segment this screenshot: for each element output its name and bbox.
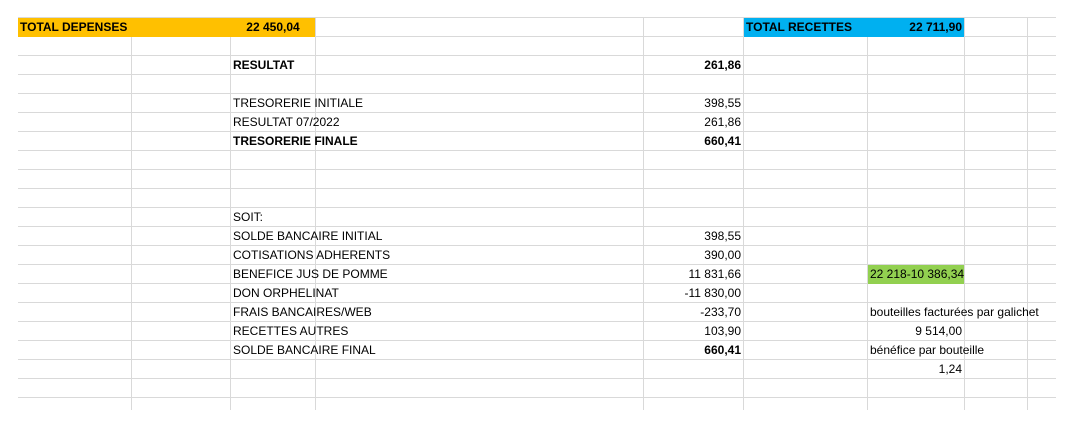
gridline [18, 226, 1056, 227]
resultat-label[interactable]: RESULTAT [233, 58, 295, 72]
gridline [743, 17, 744, 410]
gridline [18, 131, 1056, 132]
tresorerie-finale-value[interactable]: 660,41 [704, 134, 741, 148]
bouteilles-value[interactable]: 9 514,00 [915, 324, 962, 338]
benefice-jus-de-pomme-label[interactable]: BENEFICE JUS DE POMME [233, 267, 388, 281]
formula-note[interactable]: 22 218-10 386,34 [868, 265, 964, 284]
solde-bancaire-final-value[interactable]: 660,41 [704, 343, 741, 357]
gridline [18, 397, 1056, 398]
frais-bancaires-web-label[interactable]: FRAIS BANCAIRES/WEB [233, 305, 372, 319]
gridline [18, 188, 1056, 189]
cotisations-adherents-value[interactable]: 390,00 [704, 248, 741, 262]
gridline [18, 17, 1056, 18]
total-recettes-label[interactable]: TOTAL RECETTES [744, 18, 867, 37]
tresorerie-finale-label[interactable]: TRESORERIE FINALE [233, 134, 358, 148]
recettes-autres-label[interactable]: RECETTES AUTRES [233, 324, 349, 338]
gridline [18, 55, 1056, 56]
tresorerie-initiale-value[interactable]: 398,55 [704, 96, 741, 110]
don-orphelinat-label[interactable]: DON ORPHELINAT [233, 286, 339, 300]
soit-label[interactable]: SOIT: [233, 210, 264, 224]
total-depenses-value[interactable]: 22 450,04 [231, 18, 315, 37]
gridline [18, 378, 1056, 379]
recettes-autres-value[interactable]: 103,90 [704, 324, 741, 338]
gridline [18, 302, 1056, 303]
don-orphelinat-value[interactable]: -11 830,00 [684, 286, 742, 300]
gridline [18, 207, 1056, 208]
solde-bancaire-final-label[interactable]: SOLDE BANCAIRE FINAL [233, 343, 376, 357]
gridline [18, 74, 1056, 75]
benefice-jus-de-pomme-value[interactable]: 11 831,66 [688, 267, 742, 281]
gridline [18, 264, 1056, 265]
gridline [18, 112, 1056, 113]
gridline [18, 150, 1056, 151]
gridline [18, 359, 1056, 360]
gridline [643, 17, 644, 410]
gridline [18, 169, 1056, 170]
gridline [18, 283, 1056, 284]
gridline [18, 340, 1056, 341]
solde-bancaire-initial-label[interactable]: SOLDE BANCAIRE INITIAL [233, 229, 383, 243]
gridline [964, 17, 965, 410]
cotisations-adherents-label[interactable]: COTISATIONS ADHERENTS [233, 248, 391, 262]
gridline [18, 245, 1056, 246]
bouteilles-label[interactable]: bouteilles facturées par galichet [870, 305, 1039, 319]
gridline [18, 321, 1056, 322]
gridline [18, 36, 1056, 37]
total-depenses-label[interactable]: TOTAL DEPENSES [18, 18, 231, 37]
gridline [315, 17, 316, 410]
gridline [18, 93, 1056, 94]
gridline [1027, 17, 1028, 410]
resultat-072022-value[interactable]: 261,86 [704, 115, 741, 129]
resultat-value[interactable]: 261,86 [704, 58, 741, 72]
solde-bancaire-initial-value[interactable]: 398,55 [704, 229, 741, 243]
tresorerie-initiale-label[interactable]: TRESORERIE INITIALE [233, 96, 364, 110]
gridline [131, 17, 132, 410]
benefice-par-bouteille-label[interactable]: bénéfice par bouteille [870, 343, 985, 357]
frais-bancaires-web-value[interactable]: -233,70 [700, 305, 741, 319]
resultat-072022-label[interactable]: RESULTAT 07/2022 [233, 115, 340, 129]
gridline [867, 17, 868, 410]
total-recettes-value[interactable]: 22 711,90 [867, 18, 964, 37]
gridline [230, 17, 231, 410]
benefice-par-bouteille-value[interactable]: 1,24 [938, 362, 962, 376]
